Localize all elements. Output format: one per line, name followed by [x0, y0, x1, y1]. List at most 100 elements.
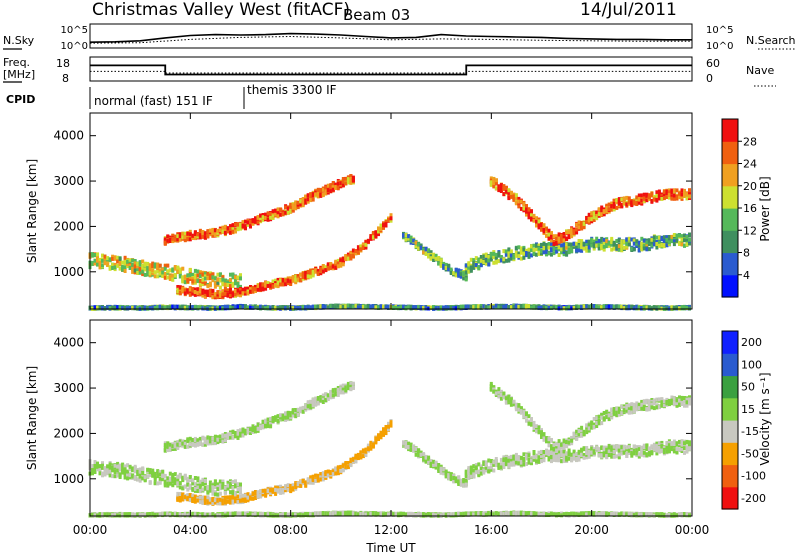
echo-cell	[171, 239, 175, 244]
echo-cell	[622, 201, 626, 205]
echo-cell	[198, 281, 202, 286]
echo-cell	[203, 235, 207, 240]
echo-cell	[567, 247, 571, 252]
echo-cell	[266, 281, 270, 286]
echo-cell	[570, 227, 574, 232]
echo-cell	[334, 260, 338, 265]
echo-cell	[512, 194, 516, 199]
echo-cell	[555, 234, 559, 239]
echo-cell	[602, 209, 606, 214]
echo-cell	[166, 305, 170, 310]
echo-cell	[519, 199, 523, 204]
echo-cell	[467, 269, 471, 274]
echo-cell	[138, 478, 142, 483]
echo-cell	[324, 304, 328, 309]
noise-panel: N.Sky 10^5 10^0 10^5 10^0 N.Search	[3, 23, 796, 52]
echo-cell	[427, 252, 431, 257]
echo-cell	[311, 273, 315, 278]
echo-cell	[218, 501, 222, 506]
echo-cell	[111, 305, 115, 310]
echo-cell	[319, 192, 323, 197]
echo-cell	[136, 477, 140, 482]
echo-cell	[191, 481, 195, 486]
echo-cell	[284, 210, 288, 215]
echo-cell	[201, 487, 205, 492]
echo-cell	[517, 251, 521, 256]
echo-cell	[201, 277, 205, 282]
freq-unit-label: [MHz]	[3, 68, 35, 81]
echo-cell	[585, 248, 589, 253]
echo-cell	[206, 271, 210, 276]
echo-cell	[602, 212, 606, 217]
echo-cell	[223, 291, 227, 296]
echo-cell	[346, 384, 350, 389]
echo-cell	[580, 239, 584, 244]
echo-cell	[133, 264, 137, 269]
echo-cell	[637, 243, 641, 248]
echo-cell	[239, 490, 242, 495]
echo-cell	[171, 273, 175, 278]
echo-cell	[326, 393, 330, 398]
echo-cell	[126, 476, 130, 481]
echo-cell	[196, 278, 200, 283]
echo-cell	[221, 485, 225, 490]
echo-cell	[309, 305, 313, 310]
echo-cell	[331, 388, 335, 393]
echo-cell	[131, 306, 135, 310]
echo-cell	[306, 197, 310, 202]
echo-cell	[244, 289, 247, 294]
echo-cell	[565, 306, 569, 311]
echo-cell	[647, 242, 651, 247]
echo-cell	[183, 474, 187, 479]
echo-cell	[138, 467, 142, 472]
echo-cell	[580, 224, 584, 229]
echo-cell	[407, 305, 411, 310]
echo-cell	[685, 305, 689, 310]
echo-cell	[334, 185, 338, 189]
echo-cell	[259, 287, 263, 292]
echo-cell	[201, 499, 205, 504]
echo-cell	[612, 304, 616, 309]
echo-cell	[261, 215, 265, 220]
echo-cell	[479, 263, 483, 268]
echo-cell	[221, 479, 225, 484]
echo-cell	[218, 439, 222, 443]
echo-cell	[560, 239, 564, 244]
echo-cell	[201, 230, 205, 234]
echo-cell	[286, 206, 290, 211]
echo-cell	[612, 202, 616, 206]
nsky-series-line	[89, 32, 692, 43]
date-label: 14/Jul/2011	[580, 0, 677, 20]
echo-cell	[231, 272, 235, 277]
echo-cell	[683, 194, 686, 198]
echo-cell	[198, 488, 202, 493]
echo-cell	[575, 230, 579, 235]
echo-cell	[311, 305, 315, 310]
echo-cell	[477, 265, 481, 269]
echo-cell	[138, 267, 142, 272]
echo-cell	[329, 395, 333, 400]
echo-cell	[163, 241, 167, 246]
echo-cell	[610, 201, 614, 206]
echo-cell	[497, 251, 501, 256]
echo-cell	[286, 278, 290, 283]
echo-cell	[198, 495, 202, 500]
echo-cell	[306, 193, 310, 198]
power-y-axis-label: Slant Range [km]	[25, 159, 39, 263]
echo-cell	[504, 189, 508, 194]
echo-cell	[545, 226, 548, 231]
echo-cell	[339, 390, 343, 395]
echo-cell	[131, 266, 135, 271]
echo-cell	[507, 250, 511, 254]
echo-cell	[236, 500, 240, 505]
echo-cell	[244, 291, 247, 296]
echo-cell	[617, 244, 621, 249]
echo-cell	[206, 284, 210, 289]
echo-cell	[519, 249, 523, 254]
echo-cell	[442, 263, 446, 268]
echo-cell	[592, 244, 596, 249]
echo-cell	[201, 495, 205, 500]
echo-cell	[464, 263, 468, 268]
echo-cell	[567, 250, 571, 255]
echo-cell	[226, 499, 230, 504]
